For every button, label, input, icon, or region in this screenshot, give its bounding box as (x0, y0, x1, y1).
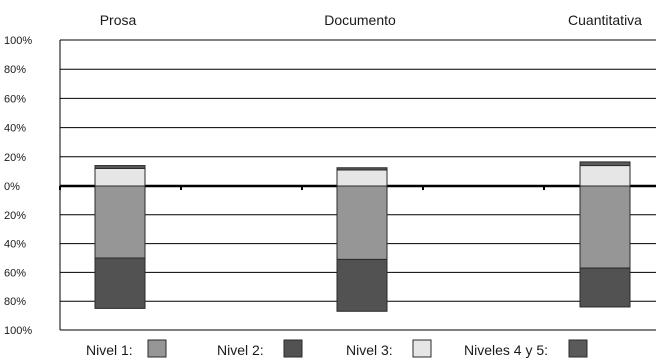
legend-swatch (147, 339, 167, 358)
category-label: Prosa (100, 12, 137, 28)
y-tick-label: 40% (4, 239, 26, 251)
bar-segment (94, 167, 146, 187)
y-tick-label: 20% (4, 210, 26, 222)
bar-segment (336, 169, 388, 187)
bar-segment (94, 257, 146, 309)
legend-label: Nivel 3: (346, 342, 393, 358)
category-labels: Prosa Documento Cuantitativa (100, 12, 642, 28)
bars (94, 161, 631, 312)
legend-swatch (568, 339, 588, 358)
bar-segment (579, 267, 631, 308)
bar-segment (94, 165, 146, 169)
bar-segment (94, 185, 146, 259)
y-tick-label: 40% (4, 123, 26, 135)
bar-segment (579, 185, 631, 269)
y-tick-label: 100% (4, 35, 32, 47)
legend-swatch (412, 339, 432, 358)
legend-label: Nivel 2: (217, 342, 264, 358)
legend-swatch (283, 339, 303, 358)
y-tick-label: 0% (4, 181, 20, 193)
bar-segment (579, 161, 631, 167)
bar-segment (336, 167, 388, 171)
y-tick-label: 80% (4, 64, 26, 76)
y-tick-label: 100% (4, 325, 32, 337)
legend-label: Nivel 1: (86, 342, 133, 358)
y-tick-label: 60% (4, 267, 26, 279)
legend: Nivel 1: Nivel 2: Nivel 3: Niveles 4 y 5: (86, 339, 588, 358)
y-tick-label: 60% (4, 93, 26, 105)
y-axis: 100% 80% 60% 40% 20% 0% 20% 40% 60% 80% 100% (4, 35, 656, 337)
bar-segment (336, 258, 388, 312)
y-tick-label: 20% (4, 152, 26, 164)
bar-segment (336, 185, 388, 260)
bar-segment (579, 165, 631, 187)
legend-label: Niveles 4 y 5: (464, 342, 548, 358)
y-tick-label: 80% (4, 296, 26, 308)
category-label: Cuantitativa (568, 12, 642, 28)
category-label: Documento (324, 12, 396, 28)
